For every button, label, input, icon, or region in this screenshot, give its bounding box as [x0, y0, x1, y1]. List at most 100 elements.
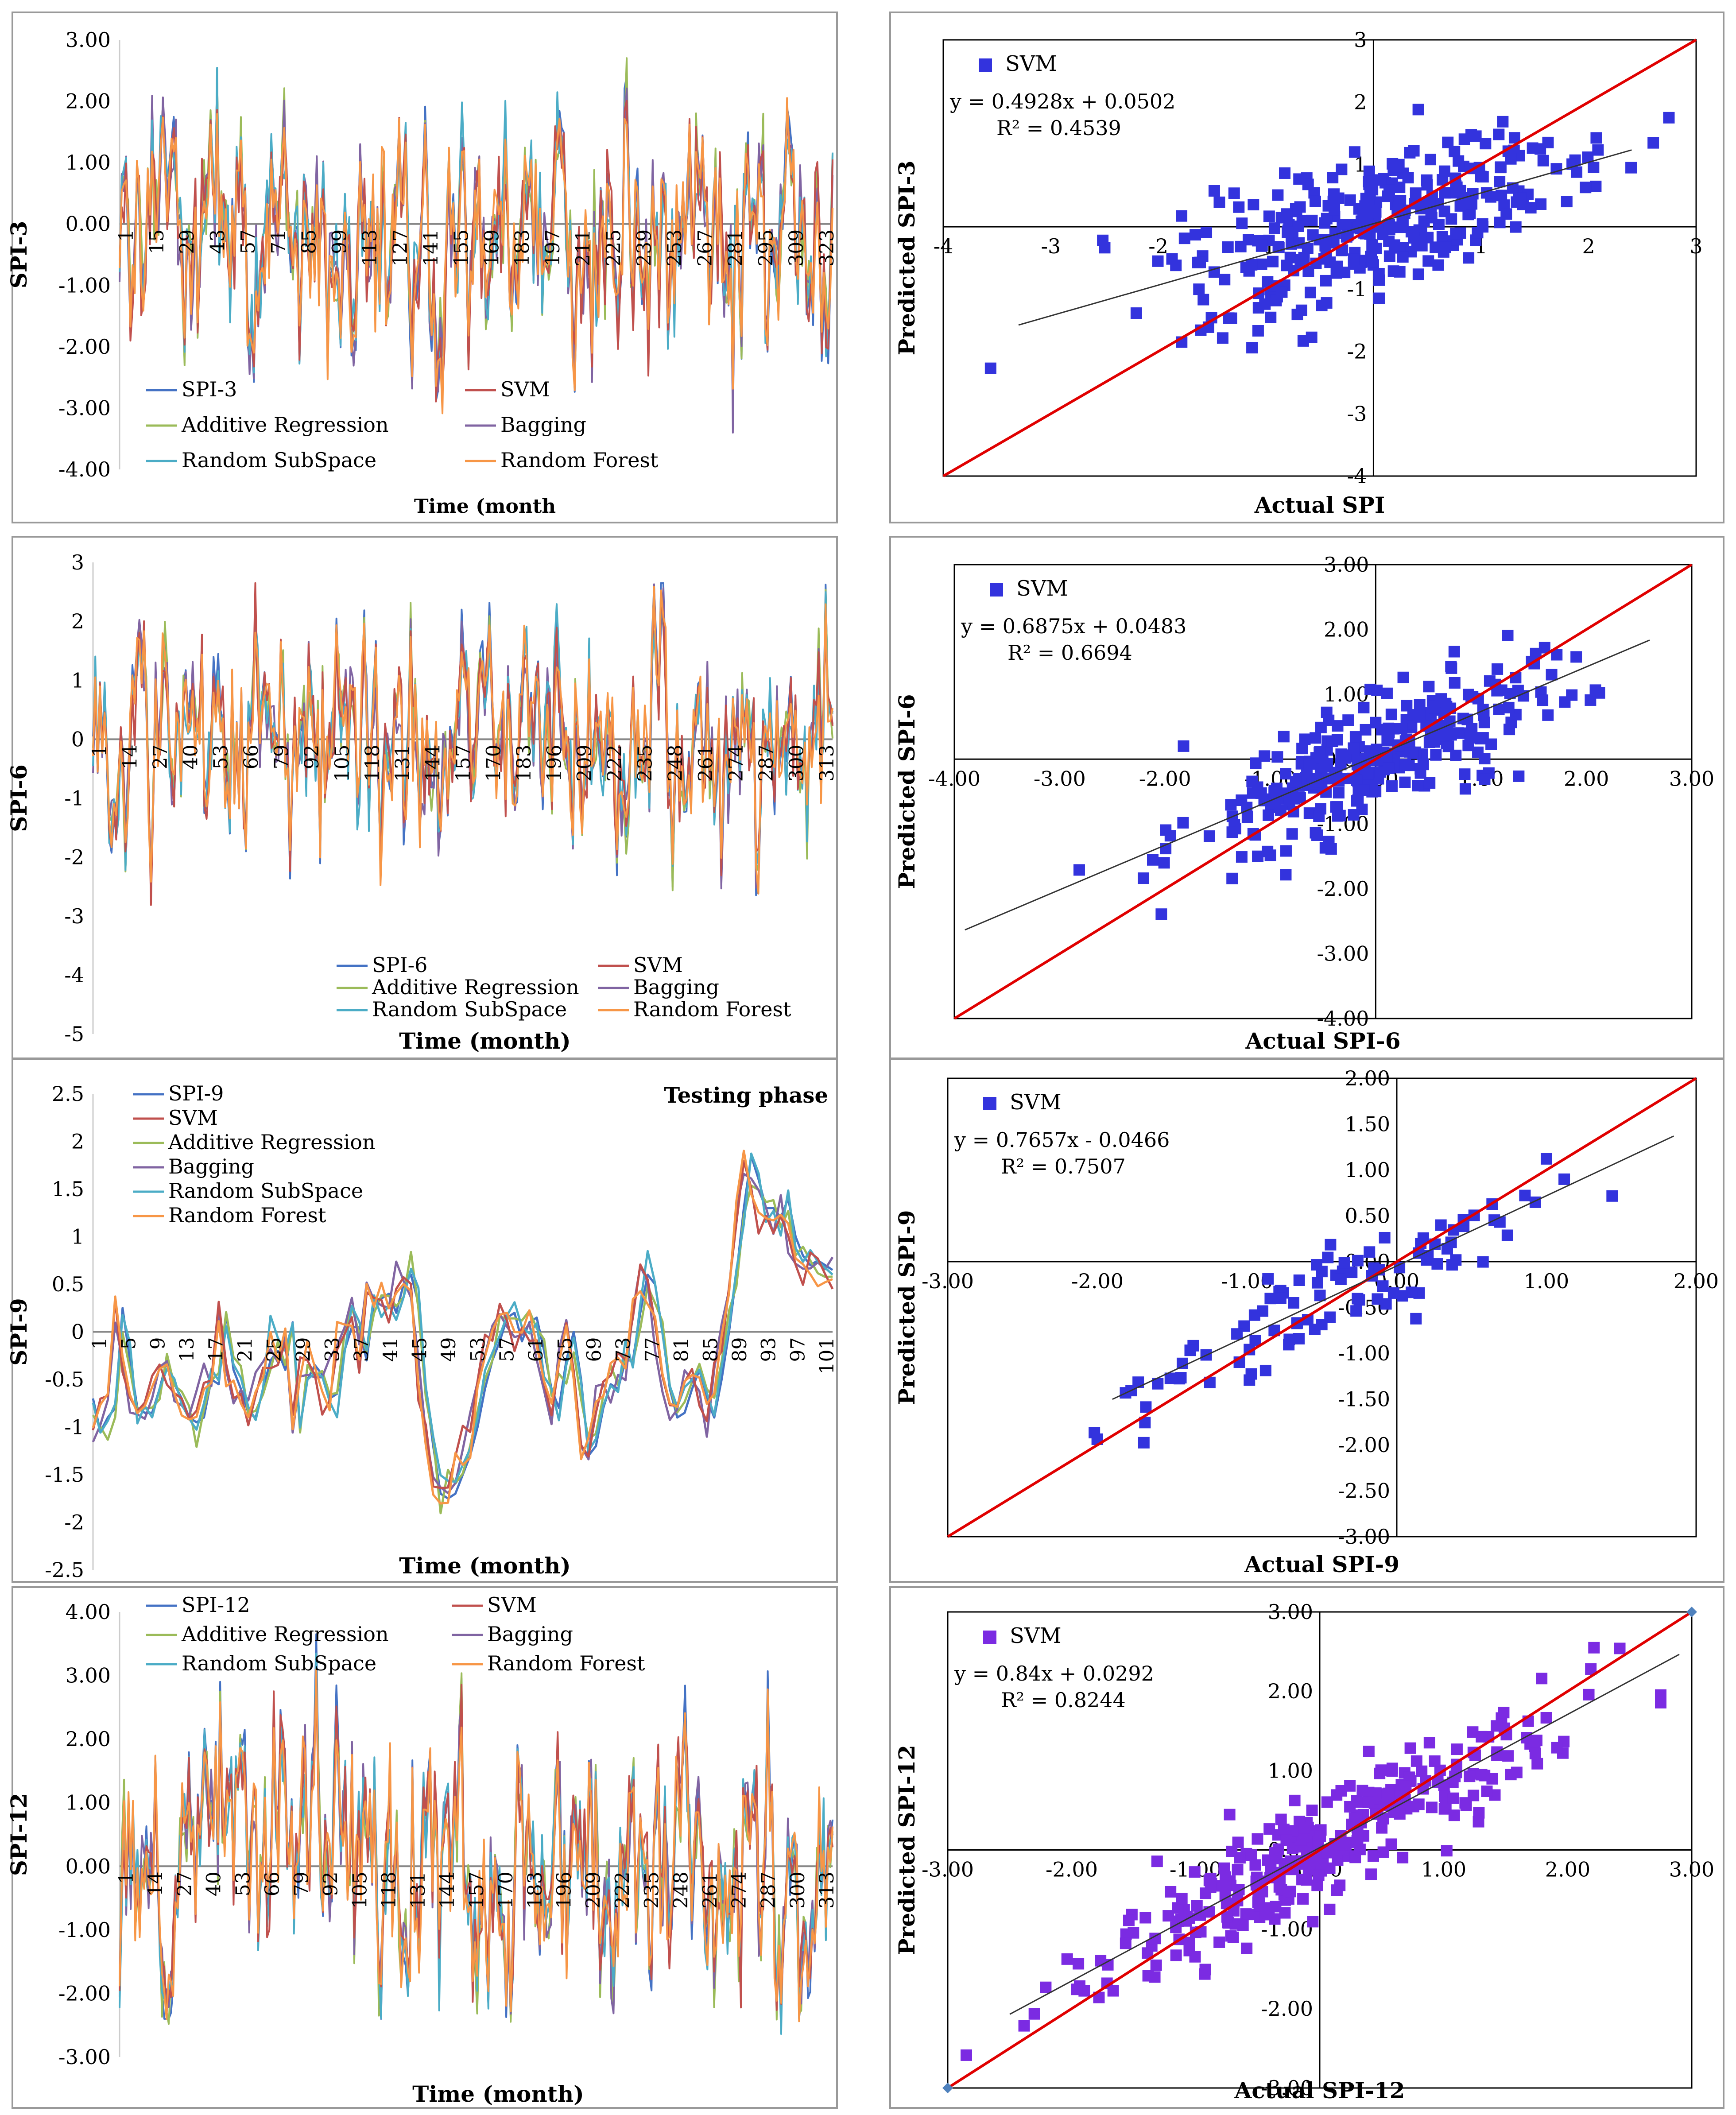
scatter-point — [1281, 208, 1293, 220]
legend-marker — [983, 1631, 996, 1644]
scatter-point — [1589, 684, 1601, 696]
scatter-point — [1561, 196, 1573, 208]
scatter-point — [1454, 185, 1466, 197]
legend-label: Bagging — [168, 1154, 254, 1178]
scatter-point — [1151, 1855, 1163, 1867]
scatter-point — [1501, 1229, 1513, 1241]
scatter-point — [1278, 731, 1290, 743]
scatter-point — [1321, 297, 1333, 309]
x-tick-label: 13 — [176, 1337, 198, 1362]
scatter-point — [1252, 1833, 1263, 1845]
scatter-point — [1255, 787, 1267, 799]
scatter-point — [1542, 136, 1554, 148]
scatter-point — [1414, 699, 1426, 711]
scatter-point — [1297, 1893, 1309, 1905]
x-tick-label: 157 — [452, 744, 475, 782]
x-tick-label: 73 — [612, 1337, 635, 1362]
legend-label: Additive Regression — [181, 413, 389, 437]
scatter-point — [1203, 1906, 1215, 1918]
y-tick-label: 2.00 — [66, 89, 111, 113]
scatter-point — [1481, 1786, 1493, 1797]
scatter-point — [1226, 872, 1238, 884]
x-tick-label: 29 — [292, 1337, 315, 1362]
y-tick-label: 1.00 — [66, 151, 111, 174]
scatter-point — [1383, 1787, 1395, 1799]
x-tick-label: 267 — [694, 229, 717, 267]
scatter-point — [1505, 153, 1517, 165]
r-squared: R² = 0.8244 — [1001, 1688, 1126, 1712]
y-tick-label: -4 — [64, 963, 84, 987]
scatter-point — [1280, 869, 1292, 881]
scatter-point — [1264, 1293, 1276, 1305]
y-tick-label: 1.5 — [52, 1177, 84, 1201]
scatter-point — [1340, 752, 1352, 764]
y-axis-label: Predicted SPI-3 — [894, 160, 920, 355]
x-tick-label: 85 — [298, 229, 321, 254]
scatter-point — [1142, 1970, 1154, 1982]
x-axis-label: Actual SPI — [1254, 492, 1385, 518]
x-tick-label: 2.00 — [1674, 1269, 1719, 1293]
scatter-point — [1410, 1755, 1422, 1767]
x-tick-label: 27 — [174, 1871, 196, 1896]
trendline-equation: y = 0.6875x + 0.0483 — [961, 614, 1186, 638]
scatter-point — [1358, 701, 1370, 713]
x-tick-label: 49 — [438, 1337, 460, 1362]
legend-label: SVM — [1010, 1090, 1062, 1115]
scatter-point — [1464, 732, 1476, 744]
plot-area — [953, 564, 1693, 1019]
x-tick-label: 274 — [725, 744, 748, 782]
scatter-point — [1423, 681, 1435, 693]
scatter-point — [1625, 162, 1637, 174]
x-tick-label: 225 — [603, 229, 625, 267]
scatter-point — [1475, 733, 1487, 745]
scatter-point — [1537, 155, 1549, 167]
scatter-point — [1438, 165, 1450, 177]
scatter-point — [1453, 155, 1465, 167]
scatter-point — [1349, 1852, 1361, 1863]
y-axis-label: SPI-9 — [6, 1298, 32, 1366]
x-tick-label: 3 — [1690, 234, 1702, 258]
scatter-point — [1479, 773, 1491, 785]
scatter-point — [1217, 332, 1228, 344]
x-tick-label: 21 — [234, 1337, 256, 1362]
scatter-point — [1138, 1437, 1150, 1449]
scatter-point — [1276, 286, 1288, 298]
legend-label: SVM — [633, 953, 683, 977]
x-axis-label: Time (month) — [399, 1028, 571, 1054]
scatter-point — [1252, 325, 1264, 337]
y-tick-label: 0.50 — [1345, 1204, 1390, 1228]
scatter-point — [1439, 241, 1451, 253]
scatter-point — [1213, 1936, 1225, 1948]
x-tick-label: 170 — [495, 1871, 517, 1909]
x-tick-label: 196 — [553, 1871, 576, 1909]
scatter-point — [1259, 750, 1271, 762]
legend-label: Bagging — [633, 975, 719, 999]
x-tick-label: 169 — [480, 229, 503, 267]
y-tick-label: 3.00 — [1324, 553, 1369, 577]
scatter-point — [1275, 1813, 1287, 1825]
x-tick-label: 287 — [755, 744, 778, 782]
scatter-point — [1400, 1780, 1412, 1792]
x-tick-label: 222 — [604, 744, 626, 782]
y-tick-label: -2 — [64, 845, 84, 869]
x-tick-label: -3.00 — [922, 1269, 974, 1293]
x-tick-label: -3 — [1041, 234, 1061, 258]
scatter-point — [1139, 1912, 1151, 1924]
scatter-point — [1322, 1251, 1334, 1263]
scatter-point — [1123, 1914, 1135, 1926]
scatter-point — [1386, 780, 1398, 792]
y-tick-label: 3.00 — [1268, 1600, 1313, 1624]
scatter-point — [1289, 1794, 1301, 1806]
x-tick-label: 131 — [391, 744, 414, 782]
scatter-point — [1383, 762, 1395, 774]
scatter-point — [1073, 1958, 1085, 1970]
scatter-point — [1291, 309, 1303, 321]
scatter-point — [1348, 742, 1360, 754]
y-tick-label: -3.00 — [58, 396, 111, 420]
scatter-point — [1307, 1916, 1319, 1928]
scatter-point — [1236, 794, 1248, 806]
legend-label: Random Forest — [500, 448, 659, 472]
scatter-point — [1316, 1319, 1328, 1331]
